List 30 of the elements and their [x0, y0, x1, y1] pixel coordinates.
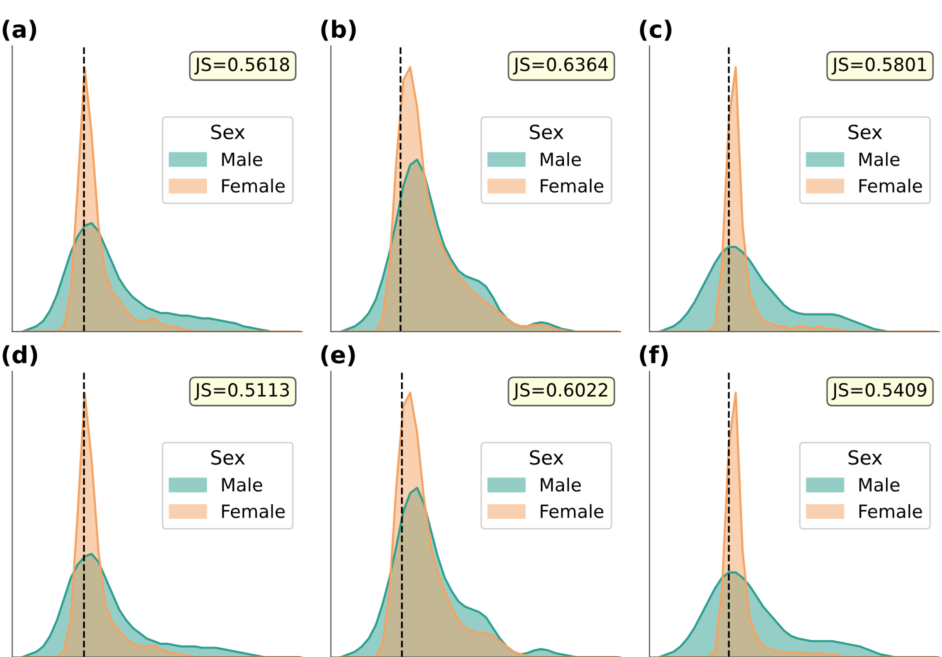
chart-title: (e) — [321, 345, 355, 366]
legend-label: Female — [540, 504, 604, 518]
legend-title: Sex — [530, 450, 564, 465]
legend-label: Male — [859, 152, 900, 166]
legend-label: Female — [859, 504, 922, 518]
legend-label: Male — [540, 152, 581, 166]
annotation: JS=0.5409 — [832, 383, 926, 400]
legend-label: Female — [222, 178, 285, 193]
chart-title: (b) — [321, 20, 356, 41]
legend-label: Male — [222, 152, 262, 166]
legend-label: Female — [540, 178, 604, 193]
legend-label: Female — [222, 504, 285, 518]
chart-title: (c) — [640, 20, 672, 41]
annotation: JS=0.6364 — [512, 58, 608, 75]
legend-label: Female — [859, 178, 922, 193]
legend-label: Male — [222, 478, 262, 492]
legend-title: Sex — [530, 124, 564, 140]
legend-title: Sex — [211, 450, 245, 465]
legend-label: Male — [540, 478, 581, 492]
annotation: JS=0.5113 — [194, 383, 289, 400]
chart-title: (d) — [2, 345, 38, 366]
chart-title: (f) — [640, 345, 668, 366]
annotation: JS=0.5801 — [832, 58, 926, 75]
legend-title: Sex — [848, 450, 882, 465]
annotation: JS=0.5618 — [194, 58, 290, 75]
annotation: JS=0.6022 — [512, 383, 608, 400]
chart-title: (a) — [2, 20, 36, 41]
legend-title: Sex — [848, 124, 882, 140]
legend-title: Sex — [211, 124, 245, 140]
legend-label: Male — [859, 478, 900, 492]
